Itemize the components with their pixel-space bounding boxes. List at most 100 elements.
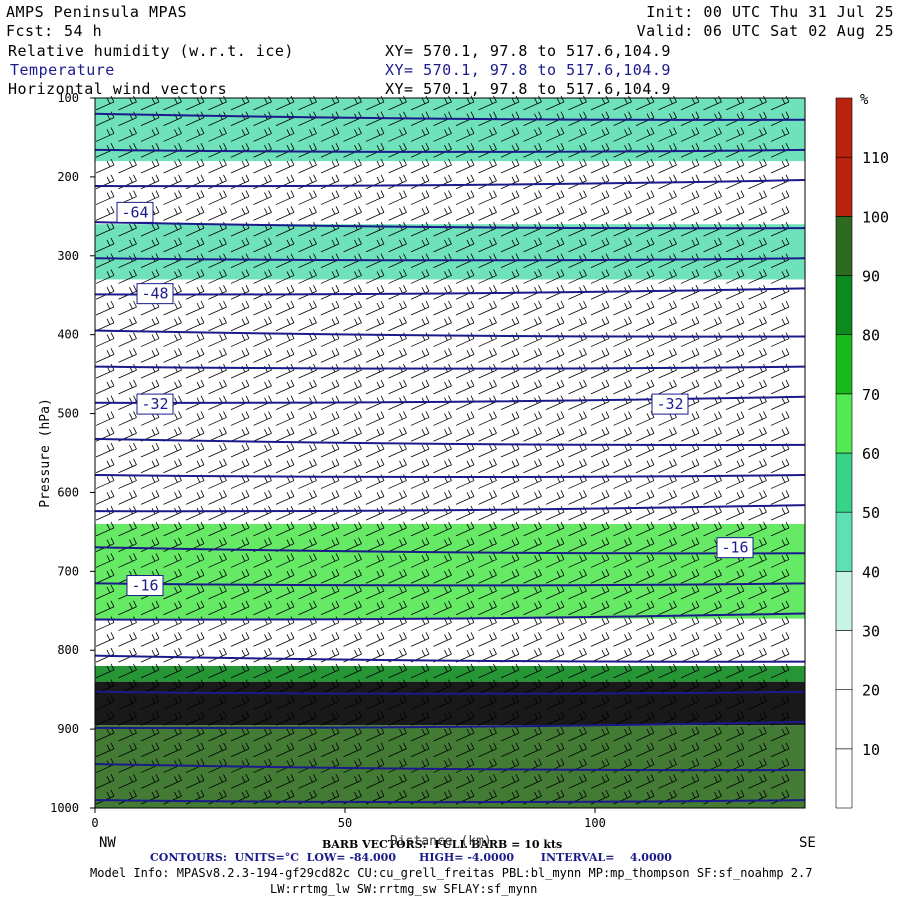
contour-label-text: -16 bbox=[721, 539, 748, 557]
wind-barb bbox=[658, 726, 677, 742]
title: AMPS Peninsula MPAS bbox=[6, 3, 188, 21]
wind-barb bbox=[410, 742, 430, 758]
wind-barb bbox=[95, 285, 115, 300]
wind-barb bbox=[590, 695, 610, 710]
temperature-contour bbox=[94, 720, 806, 729]
wind-barb bbox=[230, 237, 250, 253]
wind-barb bbox=[95, 379, 115, 395]
wind-barb bbox=[590, 332, 610, 347]
wind-barb bbox=[298, 758, 317, 773]
wind-barb bbox=[748, 316, 767, 332]
wind-barb bbox=[658, 332, 677, 347]
wind-barb bbox=[703, 206, 722, 221]
wind-barb bbox=[703, 158, 722, 174]
wind-barb bbox=[253, 411, 272, 426]
wind-barb bbox=[163, 663, 182, 679]
wind-barb bbox=[590, 600, 610, 616]
wind-barb bbox=[635, 395, 655, 411]
wind-barb bbox=[320, 190, 340, 205]
wind-barb bbox=[658, 379, 677, 395]
wind-barb bbox=[500, 679, 520, 695]
wind-barb bbox=[523, 663, 542, 679]
wind-barb bbox=[365, 458, 385, 474]
wind-barb bbox=[590, 647, 610, 663]
wind-barb bbox=[658, 363, 677, 379]
wind-barb bbox=[523, 427, 542, 442]
plot-frame bbox=[94, 97, 806, 809]
wind-barb bbox=[680, 348, 700, 363]
temperature-contour bbox=[94, 690, 806, 695]
wind-barb bbox=[208, 206, 227, 221]
wind-barb bbox=[478, 505, 497, 521]
wind-barb bbox=[343, 505, 362, 521]
field-rh-name: Relative humidity (w.r.t. ice) bbox=[8, 42, 294, 60]
contour-label-text: -16 bbox=[131, 577, 158, 595]
colorbar-tick-label: 40 bbox=[862, 563, 880, 581]
wind-barb bbox=[725, 521, 745, 537]
wind-barb bbox=[613, 348, 632, 363]
wind-barb bbox=[298, 600, 317, 616]
wind-barb bbox=[680, 458, 700, 474]
valid-time: Valid: 06 UTC Sat 02 Aug 25 bbox=[636, 22, 894, 40]
wind-barb bbox=[658, 663, 677, 679]
wind-barb bbox=[635, 742, 655, 758]
contour-label-text: -64 bbox=[121, 203, 148, 221]
wind-barb bbox=[208, 442, 227, 458]
wind-barb bbox=[635, 458, 655, 474]
wind-barb bbox=[680, 411, 700, 426]
wind-barb bbox=[613, 553, 632, 568]
wind-barb bbox=[410, 363, 430, 379]
wind-barb bbox=[185, 632, 205, 647]
wind-barb bbox=[140, 269, 160, 284]
wind-barb bbox=[253, 379, 272, 395]
contour-label: -64 bbox=[116, 201, 154, 223]
wind-barb bbox=[545, 379, 565, 395]
wind-barb bbox=[388, 711, 407, 726]
wind-barb bbox=[433, 174, 452, 190]
wind-barb bbox=[770, 332, 790, 347]
wind-barb bbox=[185, 742, 205, 758]
wind-barb bbox=[163, 584, 182, 600]
wind-barb bbox=[590, 158, 610, 174]
wind-barb bbox=[455, 300, 475, 316]
wind-barb bbox=[118, 442, 137, 458]
wind-barb bbox=[343, 742, 362, 758]
wind-barb bbox=[163, 237, 182, 253]
wind-barb bbox=[95, 695, 115, 710]
wind-barb bbox=[388, 95, 407, 111]
temperature-contour bbox=[94, 179, 806, 188]
temperature-contour bbox=[94, 395, 806, 404]
wind-barb bbox=[298, 348, 317, 363]
wind-barb bbox=[140, 521, 160, 537]
wind-barb bbox=[208, 427, 227, 442]
wind-barb bbox=[523, 95, 542, 111]
wind-barb bbox=[635, 569, 655, 584]
wind-barb bbox=[635, 490, 655, 505]
wind-barb bbox=[658, 300, 677, 316]
wind-barb bbox=[523, 395, 542, 411]
wind-barb bbox=[613, 647, 632, 663]
wind-barb bbox=[703, 663, 722, 679]
wind-barb bbox=[568, 395, 587, 411]
wind-barb bbox=[725, 647, 745, 663]
wind-barb bbox=[770, 774, 790, 789]
wind-barb bbox=[545, 569, 565, 584]
wind-barb bbox=[725, 490, 745, 505]
wind-barb bbox=[163, 411, 182, 426]
wind-barb bbox=[410, 711, 430, 726]
wind-barb bbox=[343, 348, 362, 363]
wind-barb bbox=[680, 553, 700, 568]
wind-barb bbox=[185, 158, 205, 174]
wind-barb bbox=[365, 300, 385, 316]
wind-barb bbox=[275, 774, 295, 789]
wind-barb bbox=[410, 143, 430, 158]
field-wind-name: Horizontal wind vectors bbox=[8, 80, 228, 98]
wind-barb bbox=[298, 505, 317, 521]
temperature-contour bbox=[94, 546, 806, 555]
temperature-contour bbox=[94, 329, 806, 338]
wind-barb bbox=[298, 158, 317, 174]
wind-barb bbox=[725, 158, 745, 174]
wind-barb bbox=[410, 206, 430, 221]
wind-barb bbox=[320, 143, 340, 158]
colorbar-segment bbox=[835, 393, 853, 454]
